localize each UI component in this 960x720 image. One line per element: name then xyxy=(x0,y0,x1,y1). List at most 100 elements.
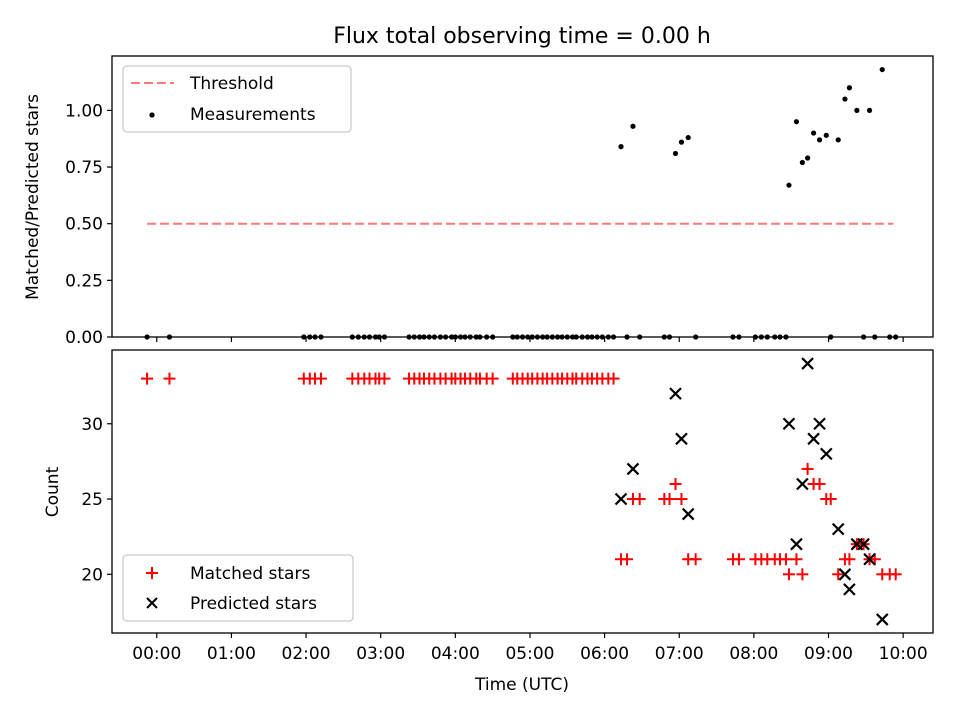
top-y-tick-label: 0.75 xyxy=(65,158,103,178)
x-tick-label: 09:00 xyxy=(804,644,853,664)
matched-star-point xyxy=(675,493,688,506)
measurements-series xyxy=(144,66,899,340)
x-axis-label: Time (UTC) xyxy=(474,675,569,695)
measurement-point xyxy=(777,334,783,340)
measurement-point xyxy=(301,334,307,340)
bottom-y-tick-label: 30 xyxy=(81,415,103,435)
measurement-point xyxy=(893,334,899,340)
top-legend: Threshold Measurements xyxy=(122,65,352,133)
bottom-y-ticks: 20 25 30 xyxy=(81,415,112,585)
measurement-point xyxy=(564,334,570,340)
x-tick-label: 03:00 xyxy=(356,644,405,664)
bottom-y-tick-label: 20 xyxy=(81,565,103,585)
bottom-plot: 20 25 30 00:00 01:00 02:00 03:00 04:00 05:00 06:… xyxy=(43,349,934,695)
measurement-point xyxy=(828,334,834,340)
predicted-star-point xyxy=(843,583,856,596)
chart-title: Flux total observing time = 0.00 h xyxy=(333,24,711,49)
top-y-tick-label: 0.00 xyxy=(65,328,103,348)
x-tick-label: 00:00 xyxy=(132,644,181,664)
measurement-point xyxy=(534,334,541,340)
measurement-point xyxy=(457,334,464,340)
measurement-point xyxy=(166,334,173,340)
measurement-point xyxy=(594,334,600,340)
matched-star-point xyxy=(813,477,826,490)
predicted-legend-label: Predicted stars xyxy=(190,594,317,614)
measurement-point xyxy=(443,334,449,340)
matched-star-point xyxy=(663,493,676,506)
matched-star-point xyxy=(790,553,803,566)
measurement-point xyxy=(484,334,490,340)
bottom-y-axis-label: Count xyxy=(43,466,63,517)
measurement-point xyxy=(624,334,630,340)
measurement-point xyxy=(605,334,611,340)
x-tick-label: 06:00 xyxy=(580,644,629,664)
measurement-point xyxy=(307,334,313,340)
measurement-point xyxy=(752,334,758,340)
predicted-star-point xyxy=(790,537,803,551)
predicted-star-point xyxy=(813,417,826,431)
measurement-point xyxy=(736,334,742,340)
measurement-point xyxy=(672,150,679,157)
predicted-star-point xyxy=(838,568,852,581)
x-tick-label: 07:00 xyxy=(655,644,704,664)
bottom-x-ticks: 00:00 01:00 02:00 03:00 04:00 05:00 06:00 07:00… xyxy=(132,633,928,664)
matched-star-point xyxy=(620,553,633,566)
measurement-point xyxy=(758,334,764,340)
matched-star-point xyxy=(796,568,809,581)
matched-star-point xyxy=(732,553,745,566)
measurement-point xyxy=(467,334,473,340)
measurement-point xyxy=(860,334,867,340)
measurement-point xyxy=(355,334,361,340)
measurement-point xyxy=(406,334,412,340)
matched-star-point xyxy=(782,568,795,581)
measurement-point xyxy=(793,119,800,125)
measurement-point xyxy=(810,130,817,136)
predicted-star-point xyxy=(807,432,820,446)
measurement-point xyxy=(786,182,792,188)
measurement-point xyxy=(854,107,860,113)
bottom-legend: Matched stars Predicted stars xyxy=(122,554,354,622)
measurement-point xyxy=(866,107,873,113)
measurement-point xyxy=(416,334,423,340)
top-y-ticks: 0.00 0.25 0.50 0.75 1.00 xyxy=(65,101,112,348)
measurement-point xyxy=(490,334,496,340)
top-legend-box xyxy=(122,65,352,133)
matched-star-point xyxy=(824,493,837,506)
measurement-point xyxy=(312,334,318,340)
measurement-point xyxy=(764,334,770,340)
measurement-point xyxy=(477,334,483,340)
measurement-point xyxy=(519,334,526,340)
measurement-point xyxy=(846,85,853,91)
measurement-point xyxy=(510,334,516,340)
bottom-plot-frame xyxy=(111,349,934,634)
measurement-point xyxy=(879,66,885,73)
measurement-point xyxy=(618,144,624,150)
threshold-legend-label: Threshold xyxy=(189,74,274,94)
measurement-point xyxy=(437,334,443,340)
matched-star-point xyxy=(607,372,620,385)
matched-star-point xyxy=(843,553,856,566)
predicted-star-point xyxy=(857,537,870,551)
measurement-point xyxy=(525,334,531,340)
matched-star-point xyxy=(378,372,391,385)
predicted-star-point xyxy=(675,432,688,446)
matched-star-point xyxy=(779,553,792,566)
measurement-point xyxy=(349,334,355,340)
measurement-point xyxy=(366,334,373,340)
top-y-axis-label: Matched/Predicted stars xyxy=(23,94,43,300)
measurement-point xyxy=(816,137,823,143)
measurement-point xyxy=(610,334,617,340)
measurement-point xyxy=(549,334,555,340)
predicted-stars-series xyxy=(614,357,889,626)
matched-star-point xyxy=(314,372,327,385)
measurement-point xyxy=(514,334,520,340)
measurement-point xyxy=(318,334,324,340)
measurement-point xyxy=(473,334,479,340)
measurement-point xyxy=(540,334,546,340)
x-tick-label: 01:00 xyxy=(207,644,256,664)
measurement-point xyxy=(685,134,691,141)
predicted-star-point xyxy=(782,417,796,431)
matched-legend-label: Matched stars xyxy=(190,564,310,584)
x-tick-label: 05:00 xyxy=(505,644,554,664)
